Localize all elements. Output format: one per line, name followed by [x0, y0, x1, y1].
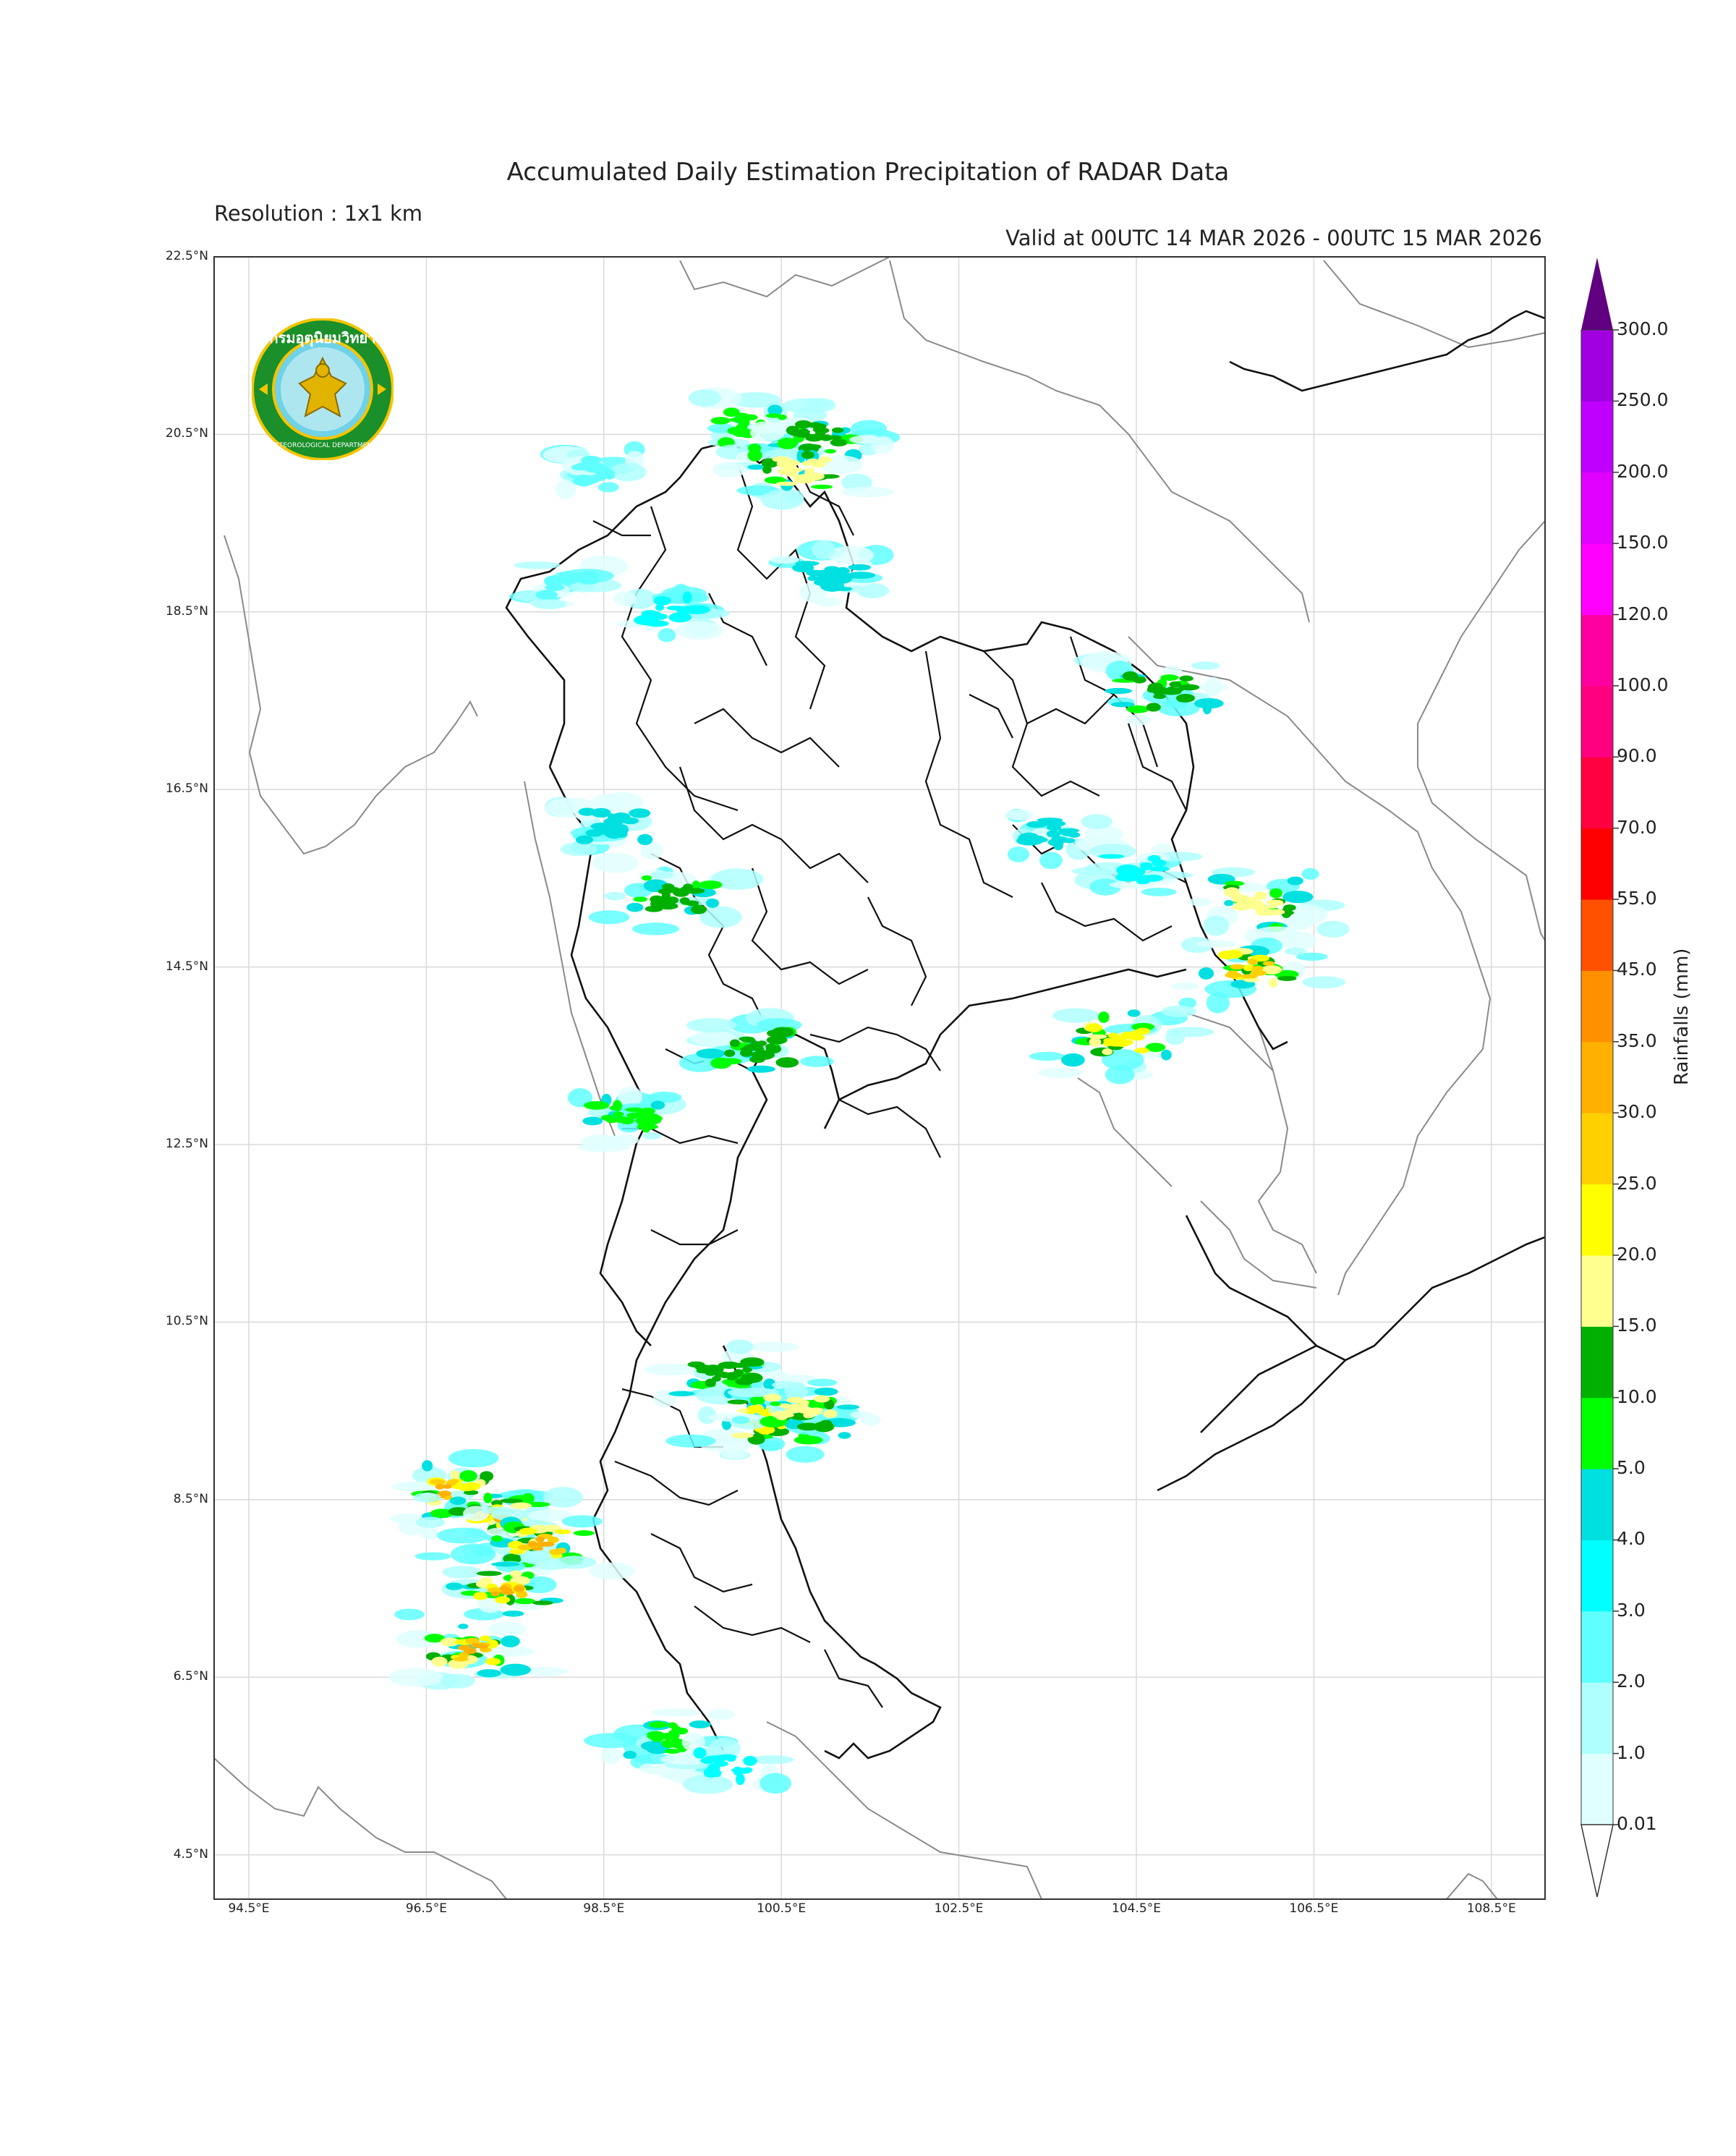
colorbar-tick-label: 120.0 — [1617, 603, 1669, 624]
colorbar-axis-label: Rainfalls (mm) — [1671, 948, 1693, 1085]
colorbar-tick-label: 5.0 — [1617, 1457, 1646, 1479]
lon-tick-label: 98.5°E — [583, 1901, 625, 1916]
colorbar-swatch — [1581, 685, 1613, 757]
lon-tick-label: 94.5°E — [228, 1901, 270, 1916]
colorbar-tick-label: 250.0 — [1617, 389, 1669, 411]
colorbar-swatch — [1581, 1041, 1613, 1113]
colorbar-swatch — [1581, 828, 1613, 900]
colorbar-tick-label: 300.0 — [1617, 318, 1669, 339]
colorbar-tick-label: 55.0 — [1617, 888, 1657, 909]
plot-frame — [213, 256, 1546, 1900]
rain-cell — [414, 1544, 597, 1621]
rain-cell — [509, 555, 629, 610]
valid-time-label: Valid at 00UTC 14 MAR 2026 - 00UTC 15 MA… — [1005, 226, 1542, 250]
colorbar-tick-label: 15.0 — [1617, 1315, 1657, 1336]
colorbar-tick-label: 200.0 — [1617, 460, 1669, 482]
colorbar-swatch — [1581, 757, 1613, 829]
colorbar-swatch — [1581, 1610, 1613, 1683]
lat-tick-label: 18.5°N — [165, 603, 208, 619]
colorbar-swatch — [1581, 1469, 1613, 1540]
rain-cell — [588, 852, 764, 935]
colorbar-swatch — [1581, 970, 1613, 1043]
colorbar-swatch — [1581, 401, 1613, 473]
colorbar-frame — [1580, 329, 1614, 1825]
colorbar-tick-label: 150.0 — [1617, 532, 1669, 553]
colorbar-tick-label: 35.0 — [1617, 1030, 1657, 1051]
colorbar-swatch — [1581, 1540, 1613, 1612]
colorbar-tick-label: 4.0 — [1617, 1528, 1646, 1550]
tmd-logo: กรมอุตุนิยมวิทยา METEOROLOGICAL DEPARTME… — [251, 318, 394, 461]
colorbar-swatch — [1581, 614, 1613, 687]
rain-cell — [660, 1733, 794, 1794]
map-title: Accumulated Daily Estimation Precipitati… — [506, 158, 1230, 187]
lat-tick-label: 16.5°N — [165, 781, 208, 797]
colorbar-tick-label: 2.0 — [1617, 1671, 1646, 1692]
lon-tick-label: 104.5°E — [1112, 1901, 1161, 1916]
rain-cell — [1073, 651, 1228, 726]
colorbar-tick-label: 1.0 — [1617, 1741, 1646, 1763]
rain-cell — [568, 1086, 686, 1153]
rain-cell — [1188, 867, 1350, 951]
country-borders — [505, 310, 1545, 1760]
lon-tick-label: 108.5°E — [1466, 1901, 1516, 1916]
colorbar-over-triangle — [1581, 258, 1613, 330]
rain-cell — [544, 791, 663, 860]
precipitation-field — [388, 387, 1350, 1794]
colorbar-swatch — [1581, 1255, 1613, 1327]
colorbar-swatch — [1581, 1682, 1613, 1754]
rain-cell — [1170, 926, 1346, 1014]
lat-tick-label: 8.5°N — [173, 1491, 208, 1506]
lon-tick-label: 102.5°E — [934, 1901, 984, 1916]
colorbar-swatch — [1581, 472, 1613, 544]
lat-tick-label: 22.5°N — [165, 249, 208, 263]
rain-cell — [1029, 1005, 1214, 1085]
neighbour-borders — [214, 257, 1545, 1899]
lat-tick-label: 6.5°N — [173, 1669, 208, 1684]
rain-cell — [613, 583, 730, 642]
colorbar-tick-label: 45.0 — [1617, 959, 1657, 980]
colorbar-under-triangle — [1580, 1824, 1614, 1898]
colorbar-tick-label: 100.0 — [1617, 674, 1669, 695]
colorbar-swatch — [1581, 1184, 1613, 1256]
lat-tick-label: 4.5°N — [173, 1846, 208, 1862]
colorbar-tick-label: 25.0 — [1617, 1172, 1657, 1194]
lon-tick-label: 96.5°E — [405, 1901, 447, 1916]
colorbar-tick-label: 90.0 — [1617, 745, 1657, 767]
colorbar-tick-label: 0.01 — [1617, 1813, 1657, 1834]
colorbar-swatch — [1581, 1326, 1613, 1399]
colorbar — [1580, 258, 1619, 1898]
rain-cell — [540, 441, 647, 499]
rain-cell — [1071, 843, 1203, 896]
rain-cell — [678, 1008, 834, 1073]
lat-tick-label: 14.5°N — [165, 959, 208, 974]
logo-bottom-text: METEOROLOGICAL DEPARTMENT — [269, 442, 376, 449]
lon-tick-label: 106.5°E — [1289, 1901, 1339, 1916]
colorbar-tick-label: 3.0 — [1617, 1599, 1646, 1621]
rain-cell — [712, 424, 894, 510]
rain-cell — [707, 1375, 881, 1439]
colorbar-swatch — [1581, 330, 1613, 402]
rain-cell — [1004, 809, 1130, 870]
colorbar-swatch — [1581, 1113, 1613, 1185]
lat-tick-label: 20.5°N — [165, 426, 208, 441]
colorbar-tick-label: 20.0 — [1617, 1243, 1657, 1265]
lat-tick-label: 12.5°N — [165, 1137, 208, 1151]
colorbar-tick-label: 30.0 — [1617, 1101, 1657, 1123]
resolution-label: Resolution : 1x1 km — [214, 201, 423, 226]
rain-cell — [388, 1608, 569, 1690]
rain-cell — [768, 540, 894, 607]
lat-tick-label: 10.5°N — [165, 1314, 208, 1329]
colorbar-swatch — [1581, 543, 1613, 616]
colorbar-tick-label: 70.0 — [1617, 816, 1657, 838]
colorbar-swatch — [1581, 1753, 1613, 1825]
colorbar-swatch — [1581, 899, 1613, 971]
gridlines — [214, 256, 1545, 1899]
province-borders — [592, 462, 1187, 1708]
lon-tick-label: 100.5°E — [757, 1901, 807, 1916]
colorbar-swatch — [1581, 1397, 1613, 1469]
colorbar-tick-label: 10.0 — [1617, 1385, 1657, 1407]
logo-top-text: กรมอุตุนิยมวิทยา — [270, 329, 376, 347]
